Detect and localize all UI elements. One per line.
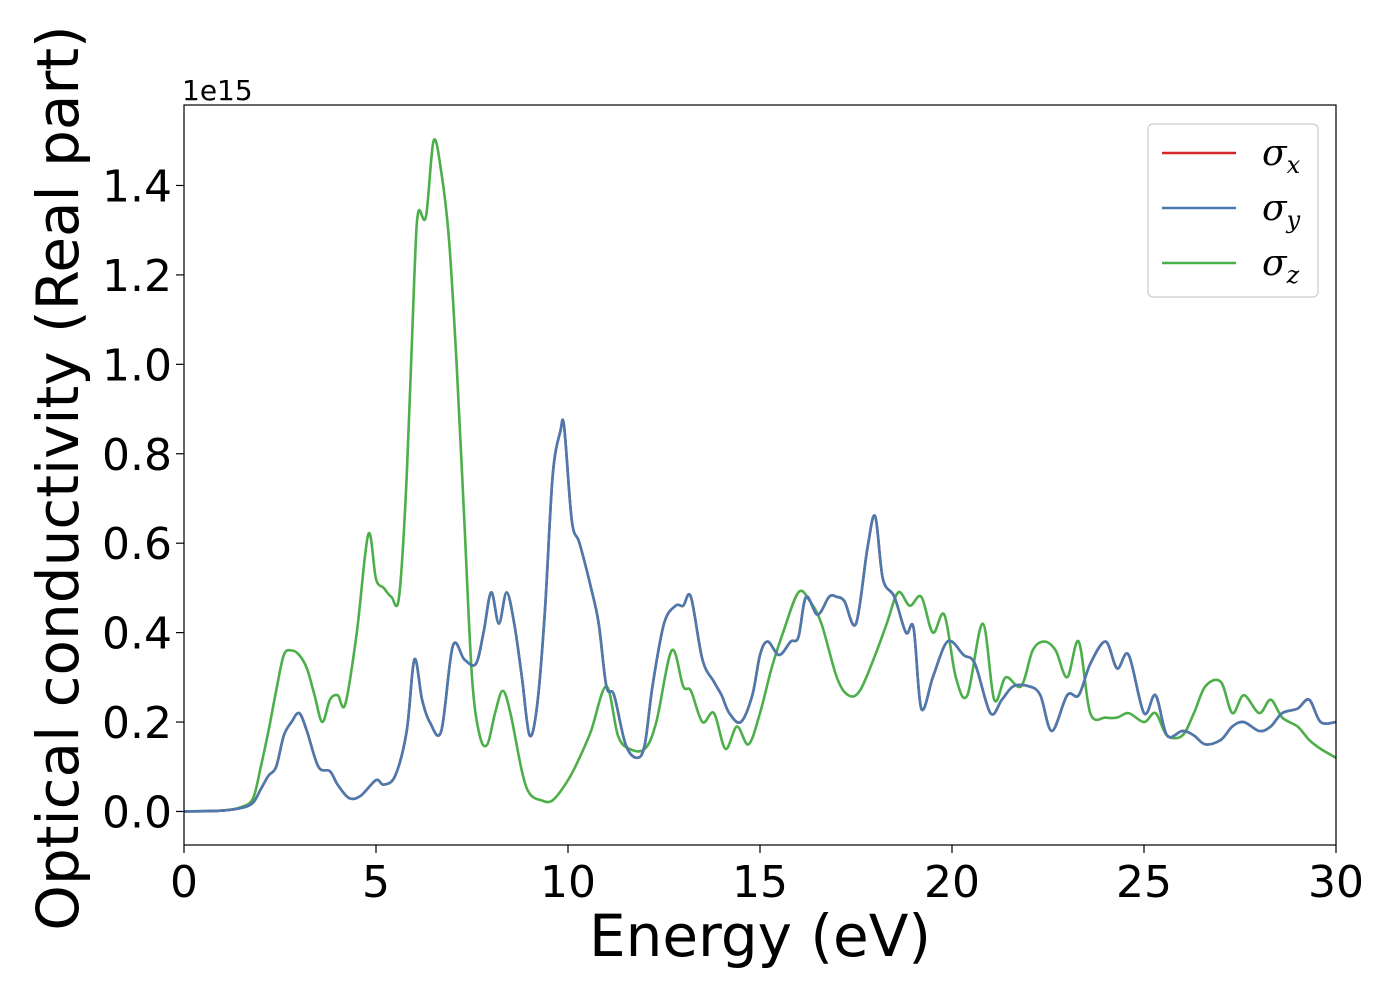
x-tick-label: 25 (1116, 857, 1172, 908)
x-axis-title: Energy (eV) (589, 902, 931, 970)
x-tick-label: 15 (732, 857, 788, 908)
x-axis-ticks: 0 5 10 15 20 25 30 (170, 845, 1364, 908)
legend-label-y: σy (1262, 188, 1301, 234)
y-tick-label: 0.4 (102, 609, 172, 660)
x-tick-label: 30 (1308, 857, 1364, 908)
legend: σx σy σz (1147, 123, 1319, 298)
x-tick-label: 20 (924, 857, 980, 908)
legend-box (1147, 123, 1319, 298)
y-axis-offset-text: 1e15 (182, 74, 253, 107)
x-tick-label: 0 (170, 857, 198, 908)
x-tick-label: 5 (362, 857, 390, 908)
legend-label-z: σz (1262, 243, 1300, 289)
y-tick-label: 0.6 (102, 519, 172, 570)
y-tick-label: 1.4 (102, 161, 172, 212)
y-tick-label: 1.0 (102, 340, 172, 391)
y-axis-title: Optical conductivity (Real part) (24, 25, 92, 930)
series-layer (184, 138, 1336, 813)
y-tick-label: 0.0 (102, 787, 172, 838)
y-tick-label: 0.8 (102, 430, 172, 481)
legend-label-x: σx (1262, 133, 1301, 179)
y-tick-label: 0.2 (102, 698, 172, 749)
x-tick-label: 10 (540, 857, 596, 908)
y-axis-ticks: 0.0 0.2 0.4 0.6 0.8 1.0 1.2 1.4 (102, 161, 184, 838)
y-tick-label: 1.2 (102, 251, 172, 302)
series-line-z (184, 138, 1336, 813)
series-line-y (184, 418, 1336, 813)
